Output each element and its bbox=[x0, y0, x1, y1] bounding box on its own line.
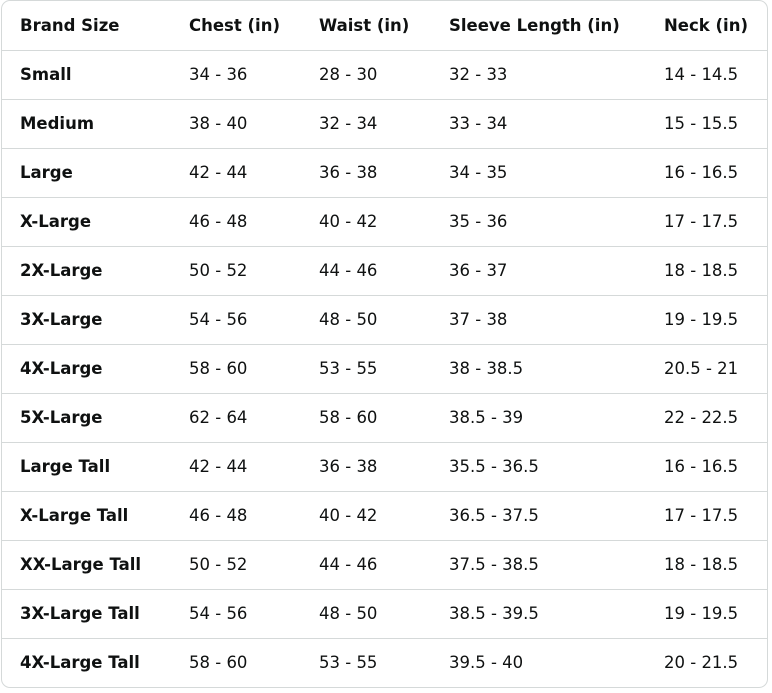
table-cell: 36 - 38 bbox=[301, 148, 431, 198]
table-cell: 22 - 22.5 bbox=[646, 393, 767, 443]
column-header: Waist (in) bbox=[301, 1, 431, 51]
table-cell: 36 - 37 bbox=[431, 246, 646, 296]
table-cell: 20 - 21.5 bbox=[664, 653, 739, 673]
size-label: 3X-Large bbox=[2, 295, 171, 345]
size-label: XX-Large Tall bbox=[2, 540, 171, 590]
size-label: 2X-Large bbox=[2, 246, 171, 296]
table-cell: 20.5 - 21 bbox=[646, 344, 767, 394]
table-cell: 42 - 44 bbox=[171, 442, 301, 492]
table-row: Large 42 - 44 36 - 38 34 - 35 16 - 16.5 bbox=[2, 148, 767, 198]
table-cell: 33 - 34 bbox=[431, 99, 646, 149]
table-cell: 48 - 50 bbox=[301, 295, 431, 345]
table-cell: 32 - 34 bbox=[301, 99, 431, 149]
table-row: 3X-Large Tall 54 - 56 48 - 50 38.5 - 39.5 19… bbox=[2, 589, 767, 639]
size-label: Medium bbox=[2, 99, 171, 149]
table-row: Small 34 - 36 28 - 30 32 - 33 14 - 14.5 bbox=[2, 50, 767, 100]
column-header: Brand Size bbox=[2, 1, 171, 51]
table-cell: 53 - 55 bbox=[319, 653, 378, 673]
table-cell: 38 - 38.5 bbox=[431, 344, 646, 394]
table-cell: 40 - 42 bbox=[301, 197, 431, 247]
table-cell: 16 - 16.5 bbox=[646, 148, 767, 198]
size-label: X-Large bbox=[2, 197, 171, 247]
table-cell: 58 - 60 bbox=[171, 344, 301, 394]
size-label: Small bbox=[2, 50, 171, 100]
table-cell: 58 - 60 bbox=[189, 653, 248, 673]
table-cell: 36.5 - 37.5 bbox=[431, 491, 646, 541]
table-cell: 34 - 35 bbox=[431, 148, 646, 198]
table-cell: 19 - 19.5 bbox=[646, 589, 767, 639]
table-row: X-Large Tall 46 - 48 40 - 42 36.5 - 37.5 17 … bbox=[2, 491, 767, 541]
size-label: X-Large Tall bbox=[2, 491, 171, 541]
table-cell: 38.5 - 39 bbox=[431, 393, 646, 443]
table-cell: 53 - 55 bbox=[301, 344, 431, 394]
table-row: 4X-Large Tall 58 - 60 53 - 55 39.5 - 40 20 -… bbox=[2, 638, 767, 687]
table-cell: 38 - 40 bbox=[171, 99, 301, 149]
table-cell: 62 - 64 bbox=[171, 393, 301, 443]
table-row: Large Tall 42 - 44 36 - 38 35.5 - 36.5 16 - … bbox=[2, 442, 767, 492]
table-cell: 42 - 44 bbox=[171, 148, 301, 198]
table-row: 5X-Large 62 - 64 58 - 60 38.5 - 39 22 - 22.5 bbox=[2, 393, 767, 443]
table-cell: 17 - 17.5 bbox=[646, 197, 767, 247]
table-cell: 44 - 46 bbox=[301, 246, 431, 296]
table-cell: 54 - 56 bbox=[171, 589, 301, 639]
table-row: XX-Large Tall 50 - 52 44 - 46 37.5 - 38.5 18… bbox=[2, 540, 767, 590]
table-cell: 44 - 46 bbox=[301, 540, 431, 590]
table-row: 3X-Large 54 - 56 48 - 50 37 - 38 19 - 19.5 bbox=[2, 295, 767, 345]
table-row: 2X-Large 50 - 52 44 - 46 36 - 37 18 - 18.5 bbox=[2, 246, 767, 296]
table-cell: 14 - 14.5 bbox=[646, 50, 767, 100]
table-cell: 46 - 48 bbox=[171, 491, 301, 541]
column-header: Neck (in) bbox=[646, 1, 767, 51]
table-cell: 36 - 38 bbox=[301, 442, 431, 492]
table-cell: 15 - 15.5 bbox=[646, 99, 767, 149]
table-cell: 32 - 33 bbox=[431, 50, 646, 100]
table-cell: 50 - 52 bbox=[171, 540, 301, 590]
table-row: 4X-Large 58 - 60 53 - 55 38 - 38.5 20.5 - 21 bbox=[2, 344, 767, 394]
table-cell: 18 - 18.5 bbox=[646, 540, 767, 590]
size-label: Large Tall bbox=[2, 442, 171, 492]
table-cell: 19 - 19.5 bbox=[646, 295, 767, 345]
table-cell: 48 - 50 bbox=[301, 589, 431, 639]
header-row: Brand Size Chest (in) Waist (in) Sleeve Len… bbox=[2, 1, 767, 51]
table-cell: 46 - 48 bbox=[171, 197, 301, 247]
column-header: Sleeve Length (in) bbox=[431, 1, 646, 51]
size-label: 3X-Large Tall bbox=[2, 589, 171, 639]
table-row: Medium 38 - 40 32 - 34 33 - 34 15 - 15.5 bbox=[2, 99, 767, 149]
table-cell: 40 - 42 bbox=[301, 491, 431, 541]
table-cell: 37.5 - 38.5 bbox=[431, 540, 646, 590]
table-cell: 18 - 18.5 bbox=[646, 246, 767, 296]
table-cell: 35 - 36 bbox=[431, 197, 646, 247]
table-row: X-Large 46 - 48 40 - 42 35 - 36 17 - 17.5 bbox=[2, 197, 767, 247]
size-label: Large bbox=[2, 148, 171, 198]
table-cell: 17 - 17.5 bbox=[646, 491, 767, 541]
table-cell: 38.5 - 39.5 bbox=[431, 589, 646, 639]
table-cell: 39.5 - 40 bbox=[449, 653, 524, 673]
table-cell: 58 - 60 bbox=[301, 393, 431, 443]
size-label: 4X-Large Tall bbox=[20, 653, 140, 673]
size-label: 5X-Large bbox=[2, 393, 171, 443]
column-header: Chest (in) bbox=[171, 1, 301, 51]
size-label: 4X-Large bbox=[2, 344, 171, 394]
table-cell: 54 - 56 bbox=[171, 295, 301, 345]
table-cell: 16 - 16.5 bbox=[646, 442, 767, 492]
table-cell: 28 - 30 bbox=[301, 50, 431, 100]
table-cell: 37 - 38 bbox=[431, 295, 646, 345]
table-cell: 35.5 - 36.5 bbox=[431, 442, 646, 492]
table-cell: 50 - 52 bbox=[171, 246, 301, 296]
table-cell: 34 - 36 bbox=[171, 50, 301, 100]
